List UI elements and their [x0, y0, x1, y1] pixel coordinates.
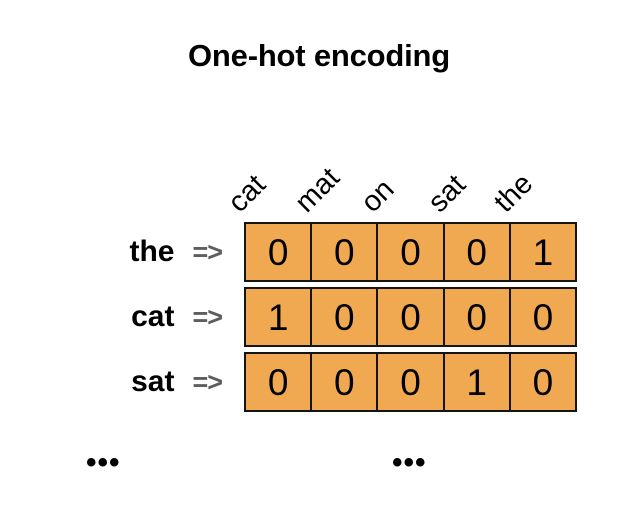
- matrix-cell: 0: [310, 287, 379, 347]
- matrix-row: 1 0 0 0 0: [244, 287, 578, 347]
- matrix-cell: 1: [442, 352, 511, 412]
- matrix-cell: 0: [508, 352, 578, 412]
- row-label-group-the: the =>: [0, 222, 236, 282]
- row-label-cat: cat: [131, 300, 175, 333]
- column-header-on: on: [355, 173, 401, 219]
- matrix-cell: 0: [244, 352, 313, 412]
- row-continuation-ellipsis: •••: [86, 446, 121, 479]
- matrix-continuation-ellipsis: •••: [392, 446, 427, 479]
- column-header-sat: sat: [421, 168, 472, 219]
- maps-to-arrow-icon: =>: [192, 301, 223, 332]
- column-header-the: the: [488, 167, 540, 219]
- matrix-cell: 0: [442, 287, 511, 347]
- matrix-cell: 0: [376, 222, 445, 282]
- matrix-cell: 0: [310, 222, 379, 282]
- matrix-row: 0 0 0 0 1: [244, 222, 578, 282]
- maps-to-arrow-icon: =>: [192, 236, 223, 267]
- matrix-cell: 0: [310, 352, 379, 412]
- matrix-cell: 0: [442, 222, 511, 282]
- row-label-the: the: [129, 235, 175, 268]
- matrix-cell: 1: [244, 287, 313, 347]
- matrix-cell: 0: [376, 287, 445, 347]
- page-title: One-hot encoding: [188, 38, 450, 73]
- matrix-cell: 0: [508, 287, 578, 347]
- column-header-cat: cat: [222, 168, 273, 219]
- column-header-mat: mat: [288, 161, 346, 219]
- matrix-cell: 0: [376, 352, 445, 412]
- row-label-sat: sat: [131, 365, 175, 398]
- maps-to-arrow-icon: =>: [192, 366, 223, 397]
- matrix-cell: 0: [244, 222, 313, 282]
- row-label-group-cat: cat =>: [0, 287, 236, 347]
- matrix-row: 0 0 0 1 0: [244, 352, 578, 412]
- one-hot-matrix: 0 0 0 0 1 1 0 0 0 0 0 0 0 1 0: [244, 222, 578, 412]
- row-label-group-sat: sat =>: [0, 352, 236, 412]
- matrix-cell: 1: [508, 222, 578, 282]
